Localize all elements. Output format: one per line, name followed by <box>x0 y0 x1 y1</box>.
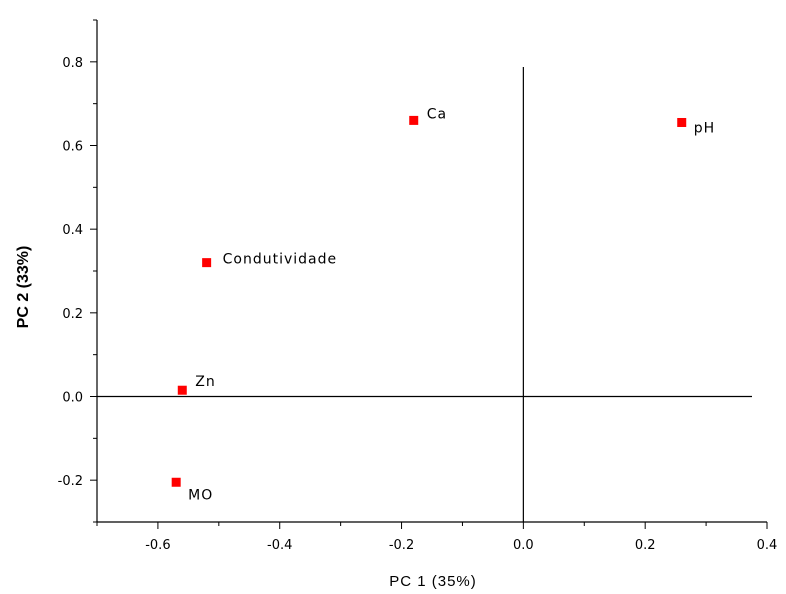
data-point-marker <box>177 385 187 395</box>
y-tick-label: -0.2 <box>58 474 83 489</box>
data-point-marker <box>409 115 419 125</box>
data-point-label: Zn <box>195 374 215 390</box>
axes <box>96 20 767 523</box>
y-tick-label: 0.0 <box>62 391 83 406</box>
x-tick-label: 0.0 <box>513 538 534 553</box>
data-point-label: Condutividade <box>223 252 337 268</box>
x-tick-label: 0.4 <box>757 538 778 553</box>
x-axis-ticks: -0.6 -0.4 -0.2 0.0 0.2 0.4 <box>96 522 778 553</box>
reference-lines <box>97 67 752 522</box>
data-point-marker <box>171 477 181 487</box>
y-tick-label: 0.6 <box>62 140 83 155</box>
y-tick-label: 0.8 <box>62 56 83 71</box>
x-tick-label: 0.2 <box>635 538 656 553</box>
data-points: Ca pH Condutividade Zn MO <box>171 106 715 503</box>
y-axis-ticks: -0.2 0.0 0.2 0.4 0.6 0.8 <box>58 19 97 523</box>
data-point-label: Ca <box>427 106 447 122</box>
x-tick-label: -0.6 <box>145 538 170 553</box>
y-tick-label: 0.4 <box>62 223 83 238</box>
y-axis-title: PC 2 (33%) <box>15 246 32 329</box>
x-axis-title: PC 1 (35%) <box>389 573 477 590</box>
y-tick-label: 0.2 <box>62 307 83 322</box>
data-point-marker <box>202 258 212 268</box>
x-tick-label: -0.2 <box>389 538 414 553</box>
x-tick-label: -0.4 <box>267 538 292 553</box>
data-point-label: MO <box>188 487 213 503</box>
data-point-marker <box>677 117 687 127</box>
data-point-label: pH <box>694 120 715 136</box>
